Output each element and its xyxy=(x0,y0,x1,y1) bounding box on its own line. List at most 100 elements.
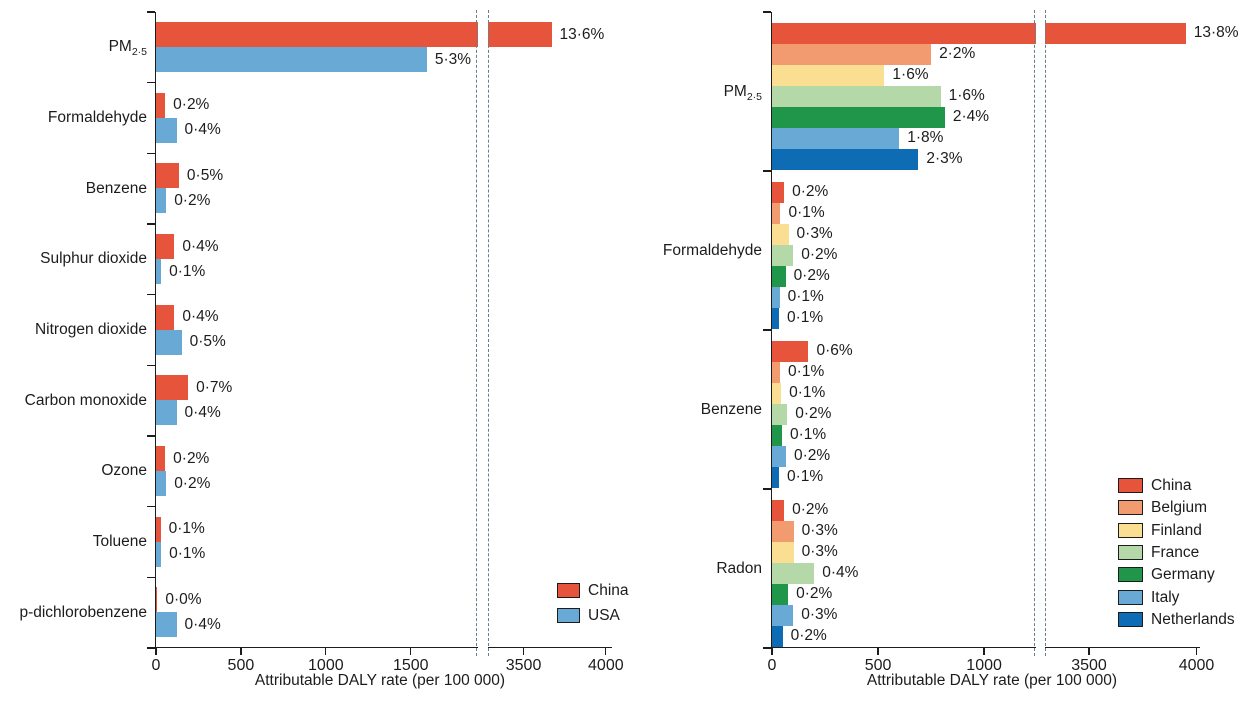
bar-value-label: 13·8% xyxy=(1193,24,1239,41)
x-axis-tick-label: 3500 xyxy=(1071,657,1107,674)
bar-value-label: 0·2% xyxy=(174,474,211,492)
bar-usa xyxy=(156,259,162,284)
bar-value-label: 0·1% xyxy=(789,384,826,401)
bar-value-label: 0·2% xyxy=(792,183,829,200)
y-axis-group-tick xyxy=(147,506,155,508)
y-axis-group-tick xyxy=(147,435,155,437)
legend-label: China xyxy=(588,582,629,599)
legend-item-belgium: Belgium xyxy=(1118,499,1244,522)
bar-value-label: 0·2% xyxy=(793,267,830,284)
category-label-text: p-dichlorobenzene xyxy=(19,603,147,621)
bar-belgium xyxy=(772,520,794,542)
bar-belgium xyxy=(772,202,781,224)
legend-item-italy: Italy xyxy=(1118,589,1244,612)
legend-item-china: China xyxy=(1118,477,1244,500)
axis-break-dashed-line xyxy=(1045,10,1047,656)
bar-value-label: 0·1% xyxy=(787,288,824,305)
bar-netherlands xyxy=(772,625,783,647)
y-axis-group-tick xyxy=(147,364,155,367)
axis-break-band xyxy=(477,9,489,659)
bar-italy xyxy=(772,604,794,626)
x-axis-line xyxy=(154,646,612,648)
category-label: Carbon monoxide xyxy=(0,390,147,412)
bar-value-label: 0·4% xyxy=(182,237,219,255)
y-axis-group-tick xyxy=(763,329,771,331)
category-label: Sulphur dioxide xyxy=(0,248,147,270)
legend-item-usa: USA xyxy=(557,607,687,633)
bar-italy xyxy=(772,445,786,467)
bar-value-label: 0·2% xyxy=(793,447,831,464)
y-axis-group-tick xyxy=(763,170,771,172)
x-axis-tick-label: 1500 xyxy=(392,657,429,674)
bar-value-label: 0·0% xyxy=(165,590,202,608)
bar-italy xyxy=(772,127,900,149)
bar-france xyxy=(772,562,815,584)
y-axis-group-tick xyxy=(763,11,771,13)
bar-usa xyxy=(156,400,177,426)
y-axis-line xyxy=(770,12,772,648)
legend-label: China xyxy=(1151,477,1192,494)
bar-value-label: 0·2% xyxy=(792,501,829,518)
category-label: PM2·5 xyxy=(0,36,147,59)
bar-value-label: 0·2% xyxy=(173,449,210,467)
bar-france xyxy=(772,85,941,107)
bar-germany xyxy=(772,424,782,446)
bar-value-label: 13·6% xyxy=(559,25,605,43)
bar-value-label: 0·2% xyxy=(795,405,832,422)
bar-value-label: 5·3% xyxy=(434,50,472,68)
category-label: Benzene xyxy=(0,178,147,200)
bar-france xyxy=(772,403,788,425)
category-label-subscript: 2·5 xyxy=(131,46,147,59)
y-axis-group-tick xyxy=(147,82,155,84)
legend-item-france: France xyxy=(1118,543,1244,567)
bar-value-label: 2·3% xyxy=(926,150,963,167)
bar-value-label: 1·6% xyxy=(948,87,985,104)
bar-value-label: 0·3% xyxy=(801,543,838,560)
legend-label: USA xyxy=(588,607,620,624)
bar-value-label: 0·5% xyxy=(186,166,224,184)
bar-value-label: 2·2% xyxy=(939,45,976,62)
category-label: Formaldehyde xyxy=(562,240,762,262)
y-axis-group-tick xyxy=(147,223,155,225)
bar-usa xyxy=(156,612,177,638)
bar-germany xyxy=(772,106,945,128)
legend-label: Finland xyxy=(1151,521,1202,539)
x-axis-tick-label: 4000 xyxy=(588,657,624,674)
y-axis-group-tick xyxy=(147,576,155,579)
axis-break-dashed-line xyxy=(488,10,490,656)
bar-value-label: 0·1% xyxy=(789,426,827,443)
x-axis-tick xyxy=(325,648,327,655)
x-axis-tick xyxy=(410,648,412,655)
bar-value-label: 0·3% xyxy=(801,522,838,539)
y-axis-group-tick xyxy=(147,294,155,296)
legend-swatch xyxy=(1118,478,1143,493)
x-axis-tick xyxy=(983,648,985,655)
category-label-text: Formaldehyde xyxy=(47,109,147,126)
category-label: Formaldehyde xyxy=(0,107,147,129)
category-label: Ozone xyxy=(0,460,147,482)
x-axis-tick xyxy=(605,648,607,655)
x-axis-tick-label: 500 xyxy=(864,657,892,674)
x-axis-tick xyxy=(1195,648,1198,655)
bar-value-label: 1·6% xyxy=(892,66,929,83)
bar-france xyxy=(772,244,794,266)
bar-china xyxy=(156,516,161,542)
legend-item-germany: Germany xyxy=(1118,566,1244,589)
legend-label: France xyxy=(1151,543,1200,561)
category-label: Radon xyxy=(562,558,762,580)
x-axis-tick xyxy=(155,648,157,655)
bar-value-label: 0·4% xyxy=(822,564,859,581)
bar-china xyxy=(156,234,175,259)
bar-value-label: 0·2% xyxy=(801,246,838,263)
x-axis-tick-label: 0 xyxy=(767,657,777,674)
axis-break-dashed-line xyxy=(1034,10,1036,656)
x-axis-title-right: Attributable DALY rate (per 100 000) xyxy=(866,672,1118,689)
legend-label: Belgium xyxy=(1151,499,1207,517)
legend-swatch xyxy=(1118,567,1143,583)
legend-swatch xyxy=(1118,589,1143,605)
bar-value-label: 0·2% xyxy=(173,96,210,114)
bar-belgium xyxy=(772,361,781,383)
category-label: PM2·5 xyxy=(562,81,762,104)
bar-value-label: 1·8% xyxy=(907,129,944,146)
